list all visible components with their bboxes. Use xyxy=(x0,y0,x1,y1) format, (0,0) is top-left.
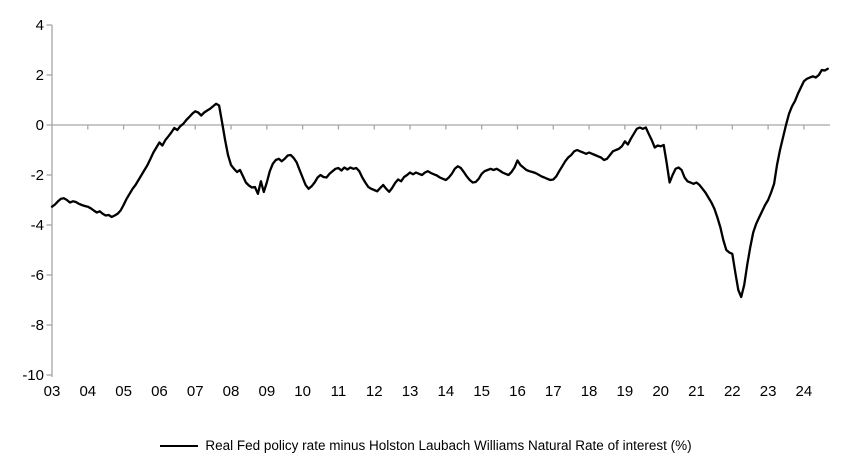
x-tick-label: 08 xyxy=(223,383,240,400)
x-tick-label: 18 xyxy=(581,383,598,400)
y-tick-label: -4 xyxy=(31,217,44,234)
x-tick-label: 12 xyxy=(366,383,383,400)
x-tick-label: 03 xyxy=(44,383,61,400)
legend-line-swatch xyxy=(160,444,199,447)
x-tick-label: 13 xyxy=(402,383,419,400)
x-tick-label: 06 xyxy=(151,383,168,400)
x-tick-label: 22 xyxy=(724,383,741,400)
legend: Real Fed policy rate minus Holston Lauba… xyxy=(0,438,852,453)
x-tick-label: 20 xyxy=(652,383,669,400)
x-tick-label: 04 xyxy=(79,383,96,400)
y-tick-label: -2 xyxy=(31,167,44,184)
x-tick-label: 10 xyxy=(294,383,311,400)
y-tick-label: 4 xyxy=(36,17,44,34)
x-tick-label: 19 xyxy=(617,383,634,400)
x-tick-label: 11 xyxy=(331,383,347,400)
x-tick-label: 07 xyxy=(187,383,204,400)
x-tick-label: 24 xyxy=(796,383,813,400)
y-tick-label: -10 xyxy=(22,367,44,384)
x-tick-label: 16 xyxy=(509,383,526,400)
x-tick-label: 09 xyxy=(258,383,275,400)
x-tick-label: 23 xyxy=(760,383,777,400)
x-tick-label: 14 xyxy=(438,383,455,400)
x-tick-label: 05 xyxy=(115,383,132,400)
y-tick-label: 2 xyxy=(36,67,44,84)
x-tick-label: 17 xyxy=(545,383,562,400)
x-tick-label: 15 xyxy=(473,383,490,400)
series-line xyxy=(50,67,829,299)
legend-label: Real Fed policy rate minus Holston Lauba… xyxy=(205,438,692,453)
y-tick-label: 0 xyxy=(36,117,44,134)
y-tick-label: -8 xyxy=(31,317,44,334)
y-tick-label: -6 xyxy=(31,267,44,284)
x-tick-label: 21 xyxy=(688,383,705,400)
